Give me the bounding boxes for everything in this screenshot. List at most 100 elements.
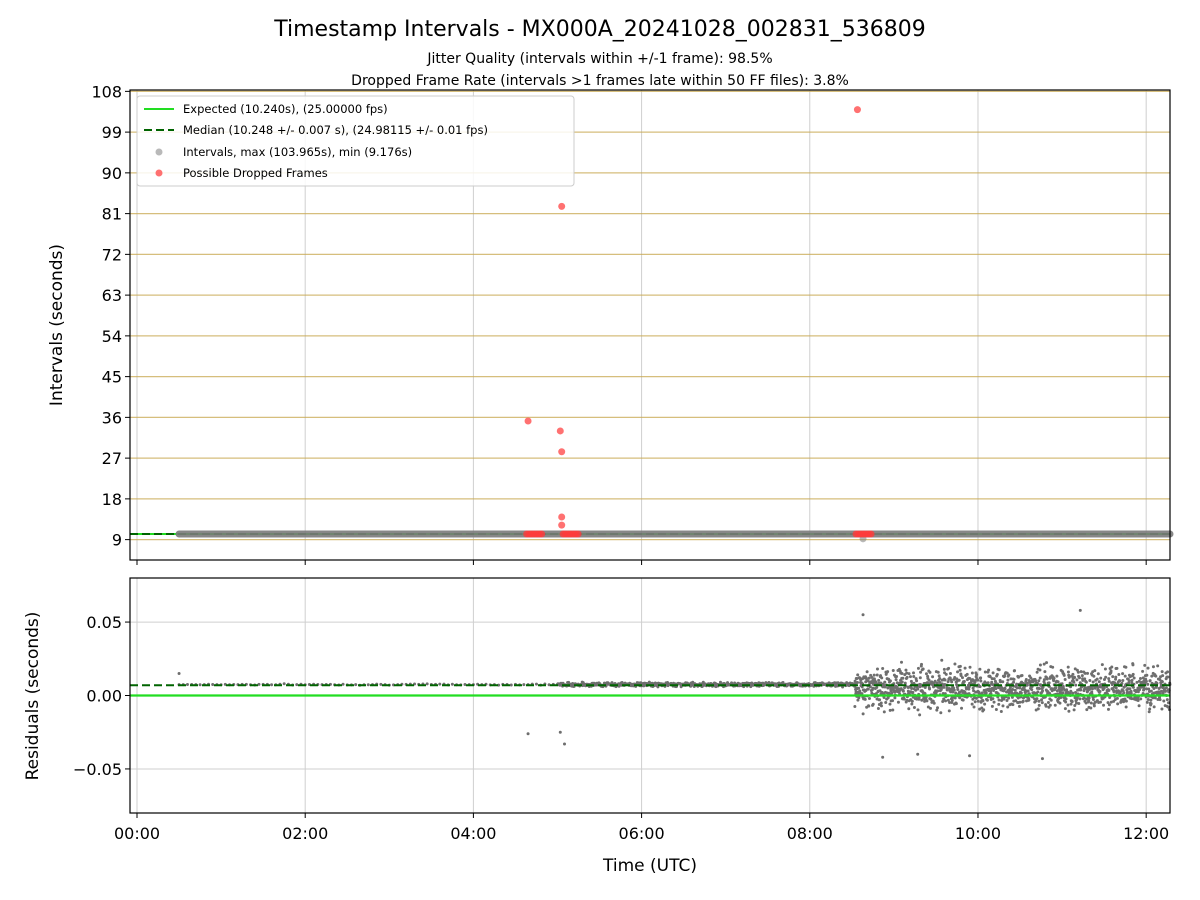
residual-point <box>1083 677 1087 681</box>
residual-point <box>1118 679 1122 683</box>
residual-point <box>919 670 923 674</box>
residual-point <box>944 672 948 676</box>
residual-point <box>867 676 871 680</box>
legend-intervals-label: Intervals, max (103.965s), min (9.176s) <box>183 145 412 159</box>
residuals-y-tick-label: 0.00 <box>86 687 122 706</box>
residual-point <box>1104 675 1108 679</box>
residual-point <box>888 708 892 712</box>
residual-point <box>1013 669 1017 673</box>
residual-point <box>1122 691 1126 695</box>
residual-point <box>185 682 189 686</box>
residual-point <box>1111 675 1115 679</box>
residual-point <box>1093 669 1097 673</box>
residual-point <box>1072 708 1076 712</box>
residual-point <box>1074 690 1078 694</box>
legend: Expected (10.240s), (25.00000 fps) Media… <box>136 95 575 187</box>
residual-point <box>1063 677 1067 681</box>
residual-point <box>982 708 986 712</box>
residual-point <box>1079 670 1083 674</box>
residual-point <box>942 685 946 689</box>
residual-point <box>958 696 962 700</box>
residual-point <box>992 700 996 704</box>
residual-point <box>916 687 920 691</box>
residual-point <box>1083 671 1087 675</box>
residual-point <box>1020 673 1024 677</box>
residual-point <box>1038 668 1042 672</box>
residual-point <box>1025 681 1029 685</box>
residual-point <box>957 678 961 682</box>
residual-point <box>354 683 358 687</box>
residual-point <box>1107 679 1111 683</box>
residual-point <box>881 682 885 686</box>
residual-point <box>341 682 345 686</box>
residual-point <box>908 675 912 679</box>
residual-point <box>1006 705 1010 709</box>
residual-point <box>1073 667 1077 671</box>
residual-point <box>1052 676 1056 680</box>
residual-point <box>891 668 895 672</box>
residual-point <box>875 667 879 671</box>
residual-point <box>1153 696 1157 700</box>
residual-point <box>257 682 261 686</box>
dropped-frame-point <box>558 521 566 529</box>
residual-point <box>1157 690 1161 694</box>
residual-point <box>907 707 911 711</box>
residual-point <box>894 678 898 682</box>
residual-point <box>965 672 969 676</box>
residual-point <box>1085 708 1089 712</box>
residual-point <box>976 678 980 682</box>
residual-point <box>1074 683 1078 687</box>
residual-point <box>855 677 859 681</box>
residual-point <box>986 681 990 685</box>
residual-point <box>1079 688 1083 692</box>
residual-point <box>896 700 900 704</box>
residual-point <box>1124 665 1128 669</box>
residual-point <box>1043 670 1047 674</box>
residual-point <box>954 691 958 695</box>
residual-point <box>981 699 985 703</box>
residual-point <box>980 706 984 710</box>
residual-point <box>883 680 887 684</box>
residual-point <box>960 676 964 680</box>
residual-point <box>1048 691 1052 695</box>
x-tick-label: 06:00 <box>619 824 665 843</box>
residual-point <box>893 696 897 700</box>
residual-point <box>987 668 991 672</box>
residual-point <box>1136 698 1140 702</box>
residual-point <box>867 704 871 708</box>
residual-point <box>1078 676 1082 680</box>
residual-point <box>1096 672 1100 676</box>
residual-point <box>906 689 910 693</box>
residual-point <box>936 670 940 674</box>
residual-point <box>1076 670 1080 674</box>
residual-point <box>1152 705 1156 709</box>
residual-point <box>1018 700 1022 704</box>
residual-point <box>900 672 904 676</box>
residual-point <box>968 754 972 758</box>
residual-point <box>1017 704 1021 708</box>
residual-point <box>1123 697 1127 701</box>
residual-point <box>999 709 1003 713</box>
residual-point <box>947 666 951 670</box>
residual-point <box>1109 669 1113 673</box>
residual-point <box>1130 678 1134 682</box>
residual-point <box>1132 676 1136 680</box>
residual-point <box>989 689 993 693</box>
residual-point <box>980 691 984 695</box>
residual-point <box>909 679 913 683</box>
residual-point <box>1016 696 1020 700</box>
residual-point <box>1036 707 1040 711</box>
residual-point <box>991 671 995 675</box>
residual-point <box>1141 692 1145 696</box>
residual-point <box>1001 704 1005 708</box>
residual-point <box>1049 698 1053 702</box>
residual-point <box>910 687 914 691</box>
residual-point <box>1135 680 1139 684</box>
residual-point <box>870 691 874 695</box>
residual-point <box>1100 663 1104 667</box>
residual-point <box>1125 690 1129 694</box>
residual-point <box>942 667 946 671</box>
residual-point <box>938 677 942 681</box>
residual-point <box>905 675 909 679</box>
residual-point <box>1058 701 1062 705</box>
